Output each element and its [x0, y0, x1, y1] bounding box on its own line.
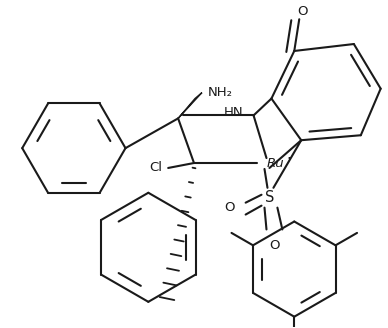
Polygon shape: [178, 92, 202, 118]
Text: ·: ·: [286, 152, 291, 167]
Text: S: S: [265, 190, 274, 205]
Text: Cl: Cl: [149, 161, 162, 174]
Text: O: O: [297, 5, 307, 18]
Text: NH₂: NH₂: [208, 86, 233, 99]
Text: HN: HN: [224, 106, 244, 119]
Text: O: O: [225, 201, 235, 214]
Text: Ru: Ru: [267, 156, 284, 170]
Text: O: O: [269, 239, 280, 252]
